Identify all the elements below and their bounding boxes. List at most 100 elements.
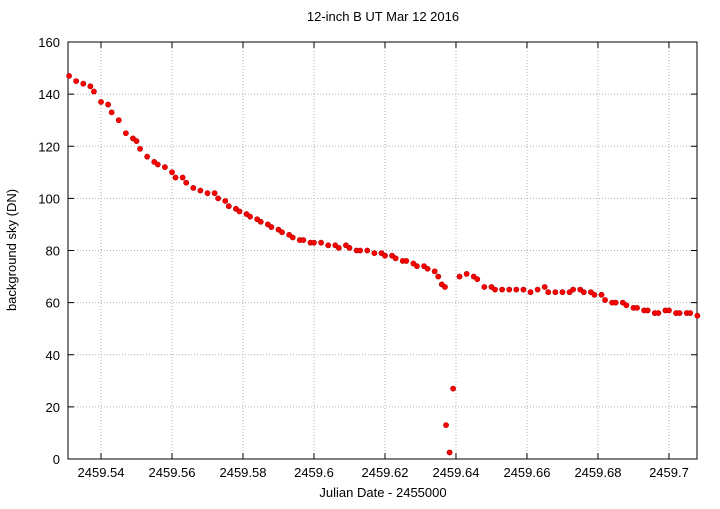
data-point [162,164,168,170]
data-point [580,289,587,296]
data-point [204,190,211,197]
data-point [513,286,520,293]
data-point [570,286,577,293]
data-point [443,422,449,429]
data-point [431,268,438,275]
data-point [215,195,222,202]
data-point [115,117,122,124]
chart-title: 12-inch B UT Mar 12 2016 [307,9,459,24]
y-tick-label: 80 [46,244,60,259]
data-point [598,291,605,298]
y-tick-label: 160 [38,35,60,50]
x-tick-label: 2459.7 [649,465,689,480]
data-point [289,234,296,241]
data-point [190,185,197,191]
y-tick-label: 0 [53,452,60,467]
data-point [676,310,683,316]
data-point [222,198,229,204]
y-tick-label: 140 [38,87,60,102]
x-tick-label: 2459.58 [219,465,266,480]
data-point [197,187,204,194]
data-point [300,237,307,243]
data-point [98,99,104,105]
data-point [634,304,640,311]
data-point [492,286,498,293]
data-point [335,244,342,251]
data-point [73,78,80,84]
data-point [602,297,608,303]
data-point [137,145,143,152]
data-point [655,310,662,316]
x-tick-label: 2459.68 [574,465,621,480]
data-point [424,265,431,272]
x-tick-label: 2459.64 [432,465,479,480]
data-point [541,284,548,290]
data-point [211,190,218,197]
data-point [463,271,470,277]
data-point [66,72,72,79]
data-point [644,307,651,314]
data-point [357,247,364,254]
data-point [257,218,264,225]
data-point [91,88,97,95]
data-point [623,302,630,309]
data-point [456,273,463,280]
x-tick-label: 2459.66 [503,465,550,480]
data-point [133,138,140,144]
data-point [442,284,448,290]
data-point [666,307,672,314]
data-point [144,153,151,160]
x-tick-label: 2459.56 [149,465,196,480]
data-point [446,449,453,456]
y-tick-label: 120 [38,139,60,154]
data-point [506,286,513,293]
data-point [108,109,115,116]
data-point [179,174,186,181]
data-point [87,83,94,90]
x-tick-label: 2459.62 [361,465,408,480]
data-point [481,284,488,290]
data-point [268,224,275,230]
plot-frame [67,41,698,460]
data-point [392,255,399,262]
data-point [687,310,694,316]
data-point [534,286,541,293]
data-point [612,299,619,306]
y-axis-label: background sky (DN) [4,189,19,311]
data-point [364,247,371,254]
data-point [403,258,410,264]
data-point [169,169,175,176]
data-point [318,239,324,246]
data-point [499,286,506,293]
data-point [371,250,378,257]
x-tick-label: 2459.54 [78,465,125,480]
data-point [591,291,598,298]
y-tick-label: 20 [46,400,60,415]
data-point [225,203,232,210]
data-point [435,273,442,280]
x-axis-label: Julian Date - 2455000 [319,485,446,500]
data-point [545,289,552,296]
y-tick-label: 60 [46,296,60,311]
data-point [105,101,112,108]
data-point [183,179,190,186]
data-point [236,208,243,215]
data-point [527,289,534,296]
data-point [520,286,527,293]
data-point [247,213,253,220]
data-point [154,161,161,168]
data-point [172,174,179,181]
data-point [694,312,701,319]
data-point [279,229,285,236]
data-point [450,385,457,392]
y-tick-label: 100 [38,191,60,206]
y-tick-label: 40 [46,348,60,363]
data-point [122,130,129,137]
data-point [311,239,317,246]
data-point [80,80,87,87]
data-point [474,276,481,283]
x-tick-label: 2459.6 [294,465,334,480]
data-point [325,242,332,249]
data-point [346,244,353,251]
